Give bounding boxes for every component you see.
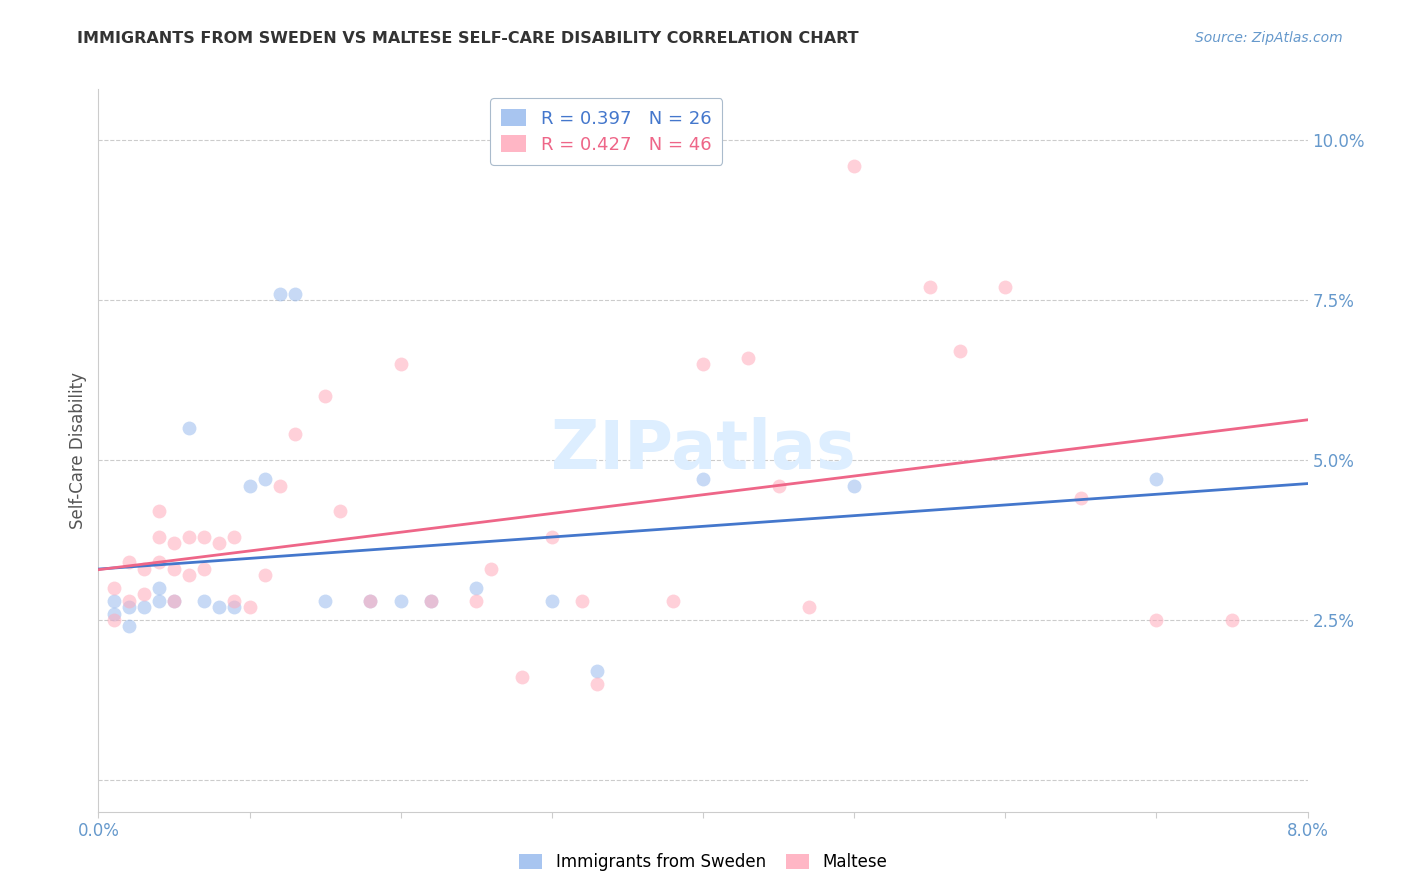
Point bbox=[239, 600, 262, 615]
Point bbox=[586, 664, 609, 678]
Point bbox=[844, 478, 866, 492]
Point bbox=[118, 619, 141, 633]
Y-axis label: Self-Care Disability: Self-Care Disability bbox=[69, 372, 87, 529]
Point bbox=[314, 593, 336, 607]
Point bbox=[224, 593, 246, 607]
Point bbox=[586, 677, 609, 691]
Point bbox=[692, 357, 714, 371]
Point bbox=[284, 286, 307, 301]
Point bbox=[329, 504, 352, 518]
Point bbox=[208, 600, 231, 615]
Point bbox=[148, 581, 170, 595]
Point bbox=[132, 600, 155, 615]
Point bbox=[540, 593, 562, 607]
Point bbox=[163, 593, 186, 607]
Point bbox=[208, 536, 231, 550]
Point bbox=[118, 593, 141, 607]
Point bbox=[118, 600, 141, 615]
Point bbox=[768, 478, 790, 492]
Point bbox=[314, 389, 336, 403]
Point bbox=[103, 593, 125, 607]
Text: Source: ZipAtlas.com: Source: ZipAtlas.com bbox=[1195, 31, 1343, 45]
Point bbox=[465, 593, 488, 607]
Point bbox=[797, 600, 820, 615]
Point bbox=[420, 593, 443, 607]
Point bbox=[148, 555, 170, 569]
Point bbox=[284, 427, 307, 442]
Point bbox=[179, 568, 201, 582]
Point bbox=[661, 593, 683, 607]
Point bbox=[148, 530, 170, 544]
Point bbox=[1146, 472, 1168, 486]
Text: ZIPatlas: ZIPatlas bbox=[551, 417, 855, 483]
Point bbox=[253, 568, 276, 582]
Point bbox=[692, 472, 714, 486]
Point bbox=[918, 280, 941, 294]
Point bbox=[193, 593, 215, 607]
Point bbox=[465, 581, 488, 595]
Point bbox=[360, 593, 382, 607]
Point bbox=[571, 593, 593, 607]
Point bbox=[1146, 613, 1168, 627]
Point bbox=[118, 555, 141, 569]
Point bbox=[420, 593, 443, 607]
Point bbox=[224, 600, 246, 615]
Point bbox=[239, 478, 262, 492]
Point bbox=[737, 351, 759, 365]
Point bbox=[179, 421, 201, 435]
Point bbox=[389, 357, 412, 371]
Point bbox=[949, 344, 972, 359]
Text: IMMIGRANTS FROM SWEDEN VS MALTESE SELF-CARE DISABILITY CORRELATION CHART: IMMIGRANTS FROM SWEDEN VS MALTESE SELF-C… bbox=[77, 31, 859, 46]
Point bbox=[994, 280, 1017, 294]
Point bbox=[132, 562, 155, 576]
Point bbox=[540, 530, 562, 544]
Point bbox=[193, 530, 215, 544]
Point bbox=[148, 593, 170, 607]
Point bbox=[389, 593, 412, 607]
Point bbox=[163, 536, 186, 550]
Point bbox=[1220, 613, 1243, 627]
Point bbox=[148, 504, 170, 518]
Point bbox=[269, 286, 291, 301]
Point bbox=[103, 581, 125, 595]
Point bbox=[103, 607, 125, 621]
Point bbox=[224, 530, 246, 544]
Point bbox=[163, 593, 186, 607]
Point bbox=[360, 593, 382, 607]
Point bbox=[179, 530, 201, 544]
Point bbox=[163, 562, 186, 576]
Legend: R = 0.397   N = 26, R = 0.427   N = 46: R = 0.397 N = 26, R = 0.427 N = 46 bbox=[491, 98, 723, 165]
Point bbox=[253, 472, 276, 486]
Point bbox=[269, 478, 291, 492]
Legend: Immigrants from Sweden, Maltese: Immigrants from Sweden, Maltese bbox=[510, 845, 896, 880]
Point bbox=[193, 562, 215, 576]
Point bbox=[1070, 491, 1092, 506]
Point bbox=[103, 613, 125, 627]
Point bbox=[510, 670, 533, 684]
Point bbox=[844, 159, 866, 173]
Point bbox=[481, 562, 503, 576]
Point bbox=[132, 587, 155, 601]
